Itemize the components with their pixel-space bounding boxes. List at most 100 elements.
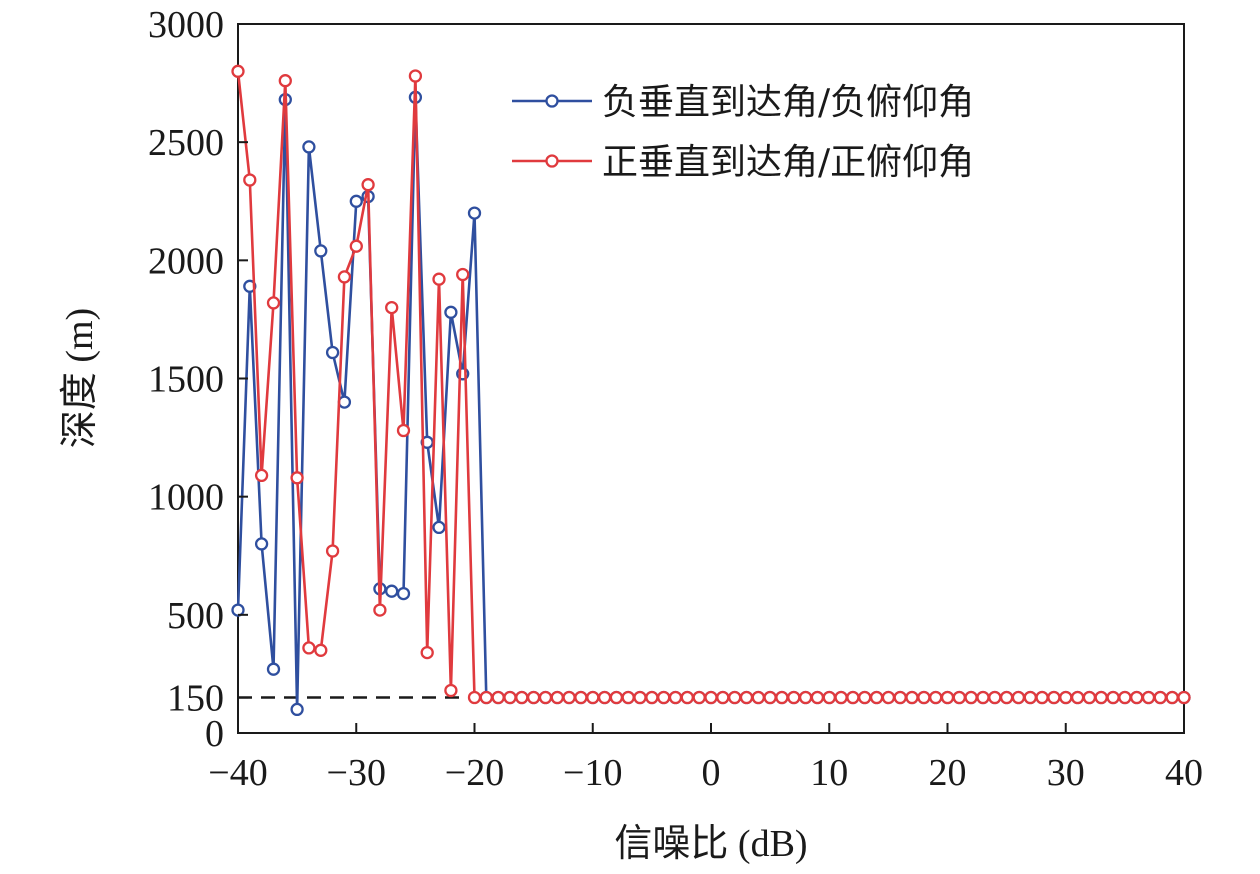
data-point: [254, 537, 269, 551]
data-point: [254, 468, 269, 483]
data-point: [964, 690, 978, 705]
data-point: [432, 272, 446, 286]
data-point: [716, 690, 730, 705]
x-tick-label: 40: [1165, 752, 1203, 794]
data-point: [999, 690, 1014, 705]
data-point: [917, 690, 931, 705]
data-point: [290, 702, 304, 717]
data-point: [621, 690, 635, 705]
plot-area: [237, 23, 1185, 734]
data-point: [858, 690, 872, 705]
data-point: [633, 690, 647, 705]
data-point: [278, 74, 292, 88]
data-point: [396, 423, 411, 438]
data-point: [1130, 690, 1144, 705]
data-point: [550, 690, 564, 705]
y-tick-label: 1000: [148, 477, 224, 519]
legend-marker: [545, 154, 559, 168]
data-point: [1141, 690, 1156, 705]
data-point: [574, 690, 588, 705]
data-point: [337, 395, 352, 409]
data-point: [810, 690, 825, 705]
data-point: [940, 690, 955, 705]
data-point: [1023, 690, 1037, 705]
y-tick-label: 2000: [148, 240, 224, 282]
data-point: [869, 690, 884, 705]
data-point: [668, 690, 683, 705]
data-point: [420, 645, 434, 660]
data-point: [243, 173, 257, 187]
data-point: [893, 690, 907, 705]
x-tick-label: 0: [702, 752, 721, 794]
data-point: [1177, 690, 1191, 705]
data-point: [231, 64, 245, 78]
y-tick-label: 1500: [148, 359, 224, 401]
data-point: [325, 544, 340, 558]
data-point: [337, 270, 352, 284]
y-tick-label: 0: [205, 713, 224, 755]
x-tick-label: −20: [445, 752, 504, 794]
data-point: [645, 690, 659, 705]
data-point: [846, 690, 860, 705]
data-point: [751, 690, 765, 705]
data-point: [302, 641, 316, 655]
data-point: [266, 662, 281, 676]
data-point: [1106, 690, 1120, 705]
data-point: [479, 690, 493, 705]
data-point: [728, 690, 742, 705]
data-point: [798, 690, 813, 705]
x-tick-label: −40: [208, 752, 267, 794]
legend-label: 正垂直到达角/正俯仰角: [602, 142, 974, 183]
x-tick-label: −10: [563, 752, 622, 794]
data-point: [526, 690, 541, 705]
data-point: [349, 239, 363, 253]
data-point: [361, 178, 375, 192]
data-point: [491, 690, 505, 705]
legend-item: 正垂直到达角/正俯仰角: [512, 142, 974, 183]
data-point: [325, 345, 340, 360]
data-point: [314, 244, 328, 258]
series-layer: [231, 64, 1191, 717]
data-point: [562, 690, 576, 705]
data-point: [503, 690, 517, 705]
x-axis: −40 −30 −20 −10 0 10 20 30 40: [208, 723, 1203, 794]
x-tick-label: 30: [1047, 752, 1085, 794]
data-point: [396, 586, 411, 601]
data-point: [692, 690, 706, 705]
data-point: [1082, 690, 1097, 705]
data-point: [515, 690, 529, 705]
data-point: [467, 690, 482, 705]
y-tick-label: 500: [167, 595, 224, 637]
data-point: [408, 69, 423, 83]
x-tick-label: 20: [929, 752, 967, 794]
data-point: [1118, 690, 1132, 705]
data-point: [1047, 690, 1061, 705]
data-point: [976, 690, 990, 705]
y-axis-title: 深度 (m): [59, 308, 101, 448]
x-tick-label: 10: [810, 752, 848, 794]
y-tick-label: 2500: [148, 122, 224, 164]
y-tick-label: 150: [167, 678, 224, 720]
x-axis-title: 信噪比 (dB): [614, 823, 807, 865]
data-point: [349, 194, 363, 208]
data-point: [834, 690, 848, 705]
data-point: [1059, 690, 1073, 705]
data-point: [1070, 690, 1085, 705]
series-2: [231, 64, 1191, 705]
data-point: [822, 690, 836, 705]
data-point: [905, 690, 919, 705]
data-point: [988, 690, 1002, 705]
data-point: [290, 471, 304, 485]
data-point: [266, 296, 281, 310]
data-point: [597, 690, 612, 705]
x-tick-label: −30: [327, 752, 386, 794]
data-point: [775, 690, 789, 705]
data-point: [444, 683, 458, 698]
data-point: [467, 206, 482, 220]
data-point: [1153, 690, 1167, 705]
data-point: [314, 643, 328, 657]
data-point: [881, 690, 896, 705]
data-point: [444, 305, 458, 319]
data-point: [1094, 690, 1108, 705]
